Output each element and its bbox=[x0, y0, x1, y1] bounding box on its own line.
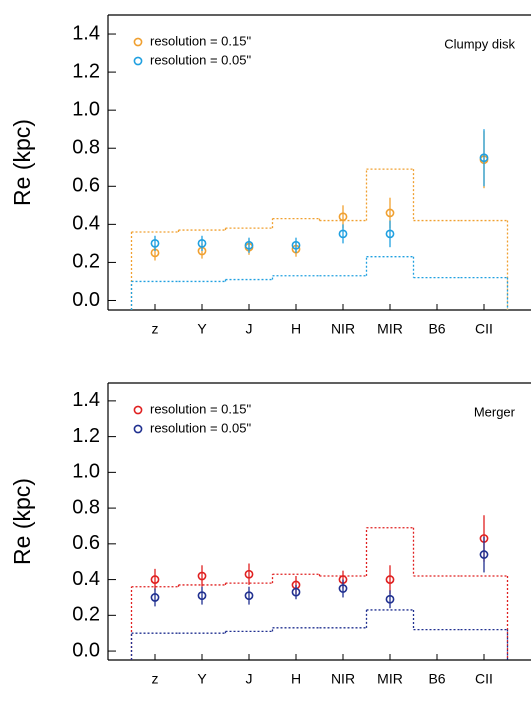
y-tick-label: 0.6 bbox=[72, 532, 100, 554]
legend-marker bbox=[133, 56, 143, 66]
y-tick-label: 0.8 bbox=[72, 137, 100, 159]
x-tick-label: J bbox=[246, 671, 253, 687]
data-point bbox=[291, 587, 301, 597]
data-point bbox=[385, 575, 395, 584]
data-point bbox=[197, 591, 207, 601]
data-point bbox=[197, 238, 207, 248]
legend-label: resolution = 0.15" bbox=[150, 401, 251, 416]
data-point bbox=[385, 208, 395, 218]
x-tick-label: H bbox=[291, 321, 301, 337]
x-tick-label: B6 bbox=[428, 321, 445, 337]
data-point bbox=[338, 229, 348, 239]
x-tick-label: Y bbox=[197, 321, 207, 337]
x-tick-label: H bbox=[291, 671, 301, 687]
annotation: Clumpy disk bbox=[444, 36, 515, 51]
x-tick-label: z bbox=[152, 321, 159, 337]
y-tick-label: 0.4 bbox=[72, 568, 100, 590]
data-point bbox=[479, 550, 489, 559]
data-point bbox=[479, 153, 489, 163]
y-tick-label: 0.0 bbox=[72, 639, 100, 661]
y-axis-label: Re (kpc) bbox=[9, 119, 35, 206]
data-point bbox=[197, 571, 207, 581]
data-point bbox=[244, 591, 254, 601]
data-point bbox=[385, 594, 395, 604]
x-tick-label: CII bbox=[475, 671, 493, 687]
data-point bbox=[244, 240, 254, 250]
y-tick-label: 1.2 bbox=[72, 425, 100, 447]
data-point bbox=[244, 569, 254, 579]
legend-marker bbox=[133, 405, 143, 415]
y-tick-label: 0.4 bbox=[72, 213, 100, 235]
x-tick-label: NIR bbox=[331, 671, 355, 687]
y-axis-label: Re (kpc) bbox=[9, 478, 35, 565]
legend-marker bbox=[133, 37, 143, 47]
annotation: Merger bbox=[474, 404, 516, 419]
y-tick-label: 1.4 bbox=[72, 22, 100, 44]
y-tick-label: 1.0 bbox=[72, 98, 100, 120]
data-point bbox=[385, 229, 395, 239]
data-point bbox=[150, 238, 160, 248]
x-tick-label: Y bbox=[197, 671, 207, 687]
x-tick-label: J bbox=[246, 321, 253, 337]
x-tick-label: MIR bbox=[377, 321, 403, 337]
legend-label: resolution = 0.05" bbox=[150, 420, 251, 435]
x-tick-label: z bbox=[152, 671, 159, 687]
legend-marker bbox=[133, 424, 143, 434]
y-tick-label: 0.6 bbox=[72, 175, 100, 197]
x-tick-label: CII bbox=[475, 321, 493, 337]
y-tick-label: 0.2 bbox=[72, 251, 100, 273]
legend-label: resolution = 0.15" bbox=[150, 33, 251, 48]
x-tick-label: NIR bbox=[331, 321, 355, 337]
legend-label: resolution = 0.05" bbox=[150, 52, 251, 67]
data-point bbox=[150, 575, 160, 584]
data-point bbox=[150, 593, 160, 602]
y-tick-label: 0.8 bbox=[72, 496, 100, 518]
data-point bbox=[338, 212, 348, 222]
y-tick-label: 0.0 bbox=[72, 289, 100, 311]
x-tick-label: B6 bbox=[428, 671, 445, 687]
y-tick-label: 1.2 bbox=[72, 60, 100, 82]
y-tick-label: 1.4 bbox=[72, 389, 100, 411]
y-tick-label: 1.0 bbox=[72, 461, 100, 483]
data-point bbox=[291, 240, 301, 250]
data-point bbox=[338, 584, 348, 593]
x-tick-label: MIR bbox=[377, 671, 403, 687]
y-tick-label: 0.2 bbox=[72, 604, 100, 626]
